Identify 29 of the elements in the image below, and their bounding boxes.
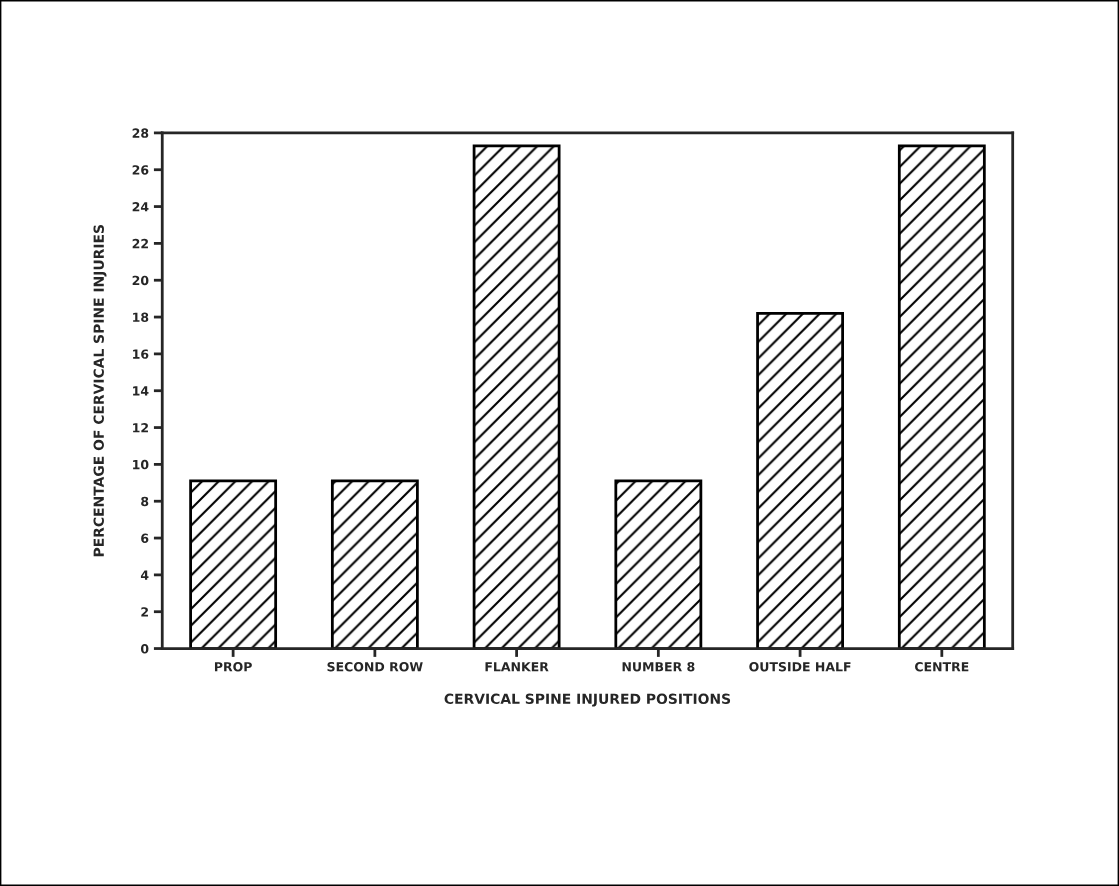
- x-tick-label: CENTRE: [915, 661, 969, 672]
- y-tick-label: 16: [133, 349, 149, 359]
- x-tick-label: FLANKER: [485, 662, 549, 672]
- bar: [756, 311, 844, 649]
- y-tick-label: 10: [133, 459, 149, 470]
- bar: [189, 479, 278, 649]
- y-tick-label: 2: [141, 607, 148, 617]
- y-tick-label: 12: [133, 423, 148, 433]
- y-tick-label: 26: [132, 165, 149, 175]
- y-tick-label: 28: [132, 128, 149, 138]
- bar: [614, 479, 703, 649]
- y-tick-label: 0: [140, 644, 149, 654]
- y-tick-label: 18: [133, 312, 149, 322]
- y-tick-label: 14: [133, 386, 149, 396]
- y-tick-label: 20: [132, 275, 149, 286]
- bar: [897, 144, 986, 649]
- y-tick-label: 6: [141, 533, 149, 543]
- bar: [472, 144, 561, 649]
- x-tick-label: SECOND ROW: [327, 661, 423, 672]
- x-tick-label: PROP: [214, 661, 252, 672]
- bar: [330, 479, 419, 649]
- y-tick-label: 24: [132, 202, 149, 212]
- y-axis-title: PERCENTAGE OF CERVICAL SPINE INJURIES: [93, 225, 107, 557]
- x-axis-title: CERVICAL SPINE INJURED POSITIONS: [444, 693, 731, 707]
- y-tick-label: 8: [141, 496, 149, 507]
- y-tick-label: 4: [140, 570, 149, 580]
- x-tick-label: NUMBER 8: [622, 661, 695, 672]
- y-tick-label: 22: [132, 238, 148, 249]
- x-tick-label: OUTSIDE HALF: [749, 661, 851, 672]
